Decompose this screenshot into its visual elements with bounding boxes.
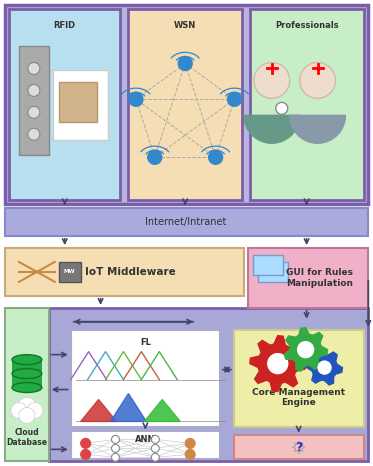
Text: GUI for Rules
Manipulation: GUI for Rules Manipulation <box>286 268 353 288</box>
Text: FL: FL <box>140 338 151 347</box>
Circle shape <box>27 403 43 418</box>
Bar <box>5 248 244 296</box>
Circle shape <box>276 103 288 114</box>
Circle shape <box>129 92 143 106</box>
Ellipse shape <box>12 369 42 378</box>
Circle shape <box>112 453 119 461</box>
Polygon shape <box>284 328 327 371</box>
Bar <box>5 208 368 236</box>
Text: Internet/Intranet: Internet/Intranet <box>145 217 227 227</box>
Text: Professionals: Professionals <box>275 21 338 30</box>
Bar <box>248 248 368 308</box>
Circle shape <box>28 128 40 140</box>
Circle shape <box>209 151 223 164</box>
Bar <box>234 435 364 459</box>
Bar <box>128 9 242 200</box>
Circle shape <box>112 445 119 452</box>
Text: RFID: RFID <box>54 21 76 30</box>
Text: ?: ? <box>295 441 303 454</box>
Text: Core Management
Engine: Core Management Engine <box>252 388 345 407</box>
Circle shape <box>112 435 119 443</box>
Ellipse shape <box>12 355 42 364</box>
Bar <box>253 255 283 275</box>
Bar <box>19 46 49 155</box>
Circle shape <box>151 435 159 443</box>
Polygon shape <box>307 350 342 385</box>
Text: IoT Middleware: IoT Middleware <box>85 267 176 277</box>
Circle shape <box>151 445 159 452</box>
Circle shape <box>28 62 40 75</box>
Circle shape <box>28 84 40 96</box>
Polygon shape <box>110 393 146 421</box>
Bar <box>5 308 49 461</box>
Bar <box>5 5 368 204</box>
Circle shape <box>300 62 335 98</box>
Bar <box>53 70 107 140</box>
Wedge shape <box>290 116 345 143</box>
Bar <box>234 330 364 427</box>
Text: ANN: ANN <box>135 435 156 445</box>
Bar <box>49 308 368 461</box>
Circle shape <box>151 453 159 461</box>
Circle shape <box>178 56 192 70</box>
Circle shape <box>19 407 35 424</box>
Circle shape <box>185 449 195 459</box>
Text: MW: MW <box>64 269 76 274</box>
Bar <box>59 82 97 123</box>
Bar <box>12 360 42 374</box>
Polygon shape <box>81 399 116 421</box>
Circle shape <box>228 92 241 106</box>
Circle shape <box>81 439 91 448</box>
Circle shape <box>268 354 288 374</box>
Text: Cloud
Database: Cloud Database <box>6 428 47 447</box>
Circle shape <box>148 151 162 164</box>
Polygon shape <box>250 336 305 391</box>
Circle shape <box>81 449 91 459</box>
Circle shape <box>11 403 27 418</box>
Circle shape <box>185 439 195 448</box>
Circle shape <box>254 62 290 98</box>
Bar <box>250 9 364 200</box>
Bar <box>71 330 220 427</box>
Bar <box>258 262 288 282</box>
Circle shape <box>17 397 37 418</box>
Text: WSN: WSN <box>174 21 196 30</box>
Wedge shape <box>244 116 300 143</box>
Bar <box>59 262 81 282</box>
Ellipse shape <box>12 383 42 392</box>
Polygon shape <box>144 399 180 421</box>
Bar <box>12 374 42 388</box>
Circle shape <box>318 361 331 374</box>
Bar <box>9 9 120 200</box>
Circle shape <box>28 106 40 118</box>
Circle shape <box>298 342 314 357</box>
Bar <box>71 432 220 459</box>
